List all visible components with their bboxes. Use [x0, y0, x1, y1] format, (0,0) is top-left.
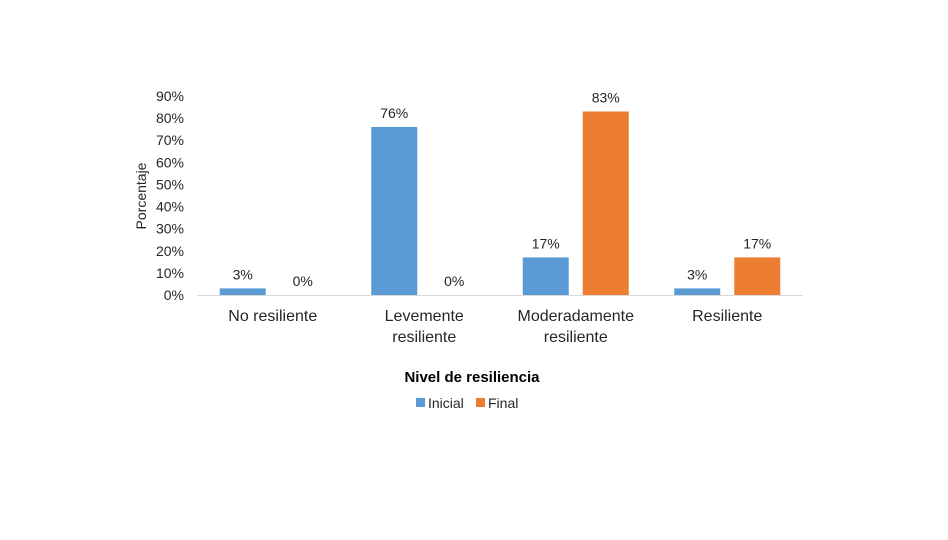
y-axis-label: Porcentaje — [133, 162, 149, 229]
x-tick-label: No resiliente — [228, 308, 317, 325]
x-axis-tick-labels: No resiliente Levemente resiliente Moderada… — [228, 308, 762, 346]
data-label: 83% — [592, 89, 620, 105]
x-tick-label: Levemente resiliente — [385, 308, 464, 346]
bar-inicial — [219, 288, 266, 295]
y-tick-label: 70% — [156, 132, 184, 148]
x-tick-label: Resiliente — [692, 308, 762, 325]
data-label: 3% — [687, 266, 707, 282]
data-label: 0% — [293, 273, 313, 289]
y-tick-label: 10% — [156, 265, 184, 281]
bar-inicial — [674, 288, 721, 295]
data-label: 17% — [743, 235, 771, 251]
bar-inicial — [522, 257, 569, 295]
y-tick-label: 20% — [156, 243, 184, 259]
legend-swatch-final — [476, 398, 485, 407]
bar-final — [734, 257, 781, 295]
y-tick-label: 50% — [156, 176, 184, 192]
data-label: 3% — [233, 266, 253, 282]
y-tick-label: 0% — [164, 287, 184, 303]
y-tick-label: 60% — [156, 154, 184, 170]
data-label: 0% — [444, 273, 464, 289]
bar-inicial — [371, 126, 418, 295]
y-tick-label: 90% — [156, 88, 184, 104]
data-label: 17% — [532, 235, 560, 251]
x-tick-label: Moderadamente resiliente — [517, 308, 634, 346]
legend-label: Final — [488, 395, 518, 411]
bar-final — [582, 111, 629, 295]
x-axis-label: Nivel de resiliencia — [404, 369, 540, 386]
data-label: 76% — [380, 105, 408, 121]
y-axis: 0% 10% 20% 30% 40% 50% 60% 70% 80% 90% — [156, 88, 184, 303]
legend-swatch-inicial — [416, 398, 425, 407]
bars — [219, 111, 781, 295]
data-labels: 3% 0% 76% 0% 17% 83% 3% 17% — [233, 89, 772, 289]
y-tick-label: 80% — [156, 110, 184, 126]
legend: Inicial Final — [416, 395, 518, 411]
y-tick-label: 30% — [156, 221, 184, 237]
y-tick-label: 40% — [156, 199, 184, 215]
legend-label: Inicial — [428, 395, 464, 411]
